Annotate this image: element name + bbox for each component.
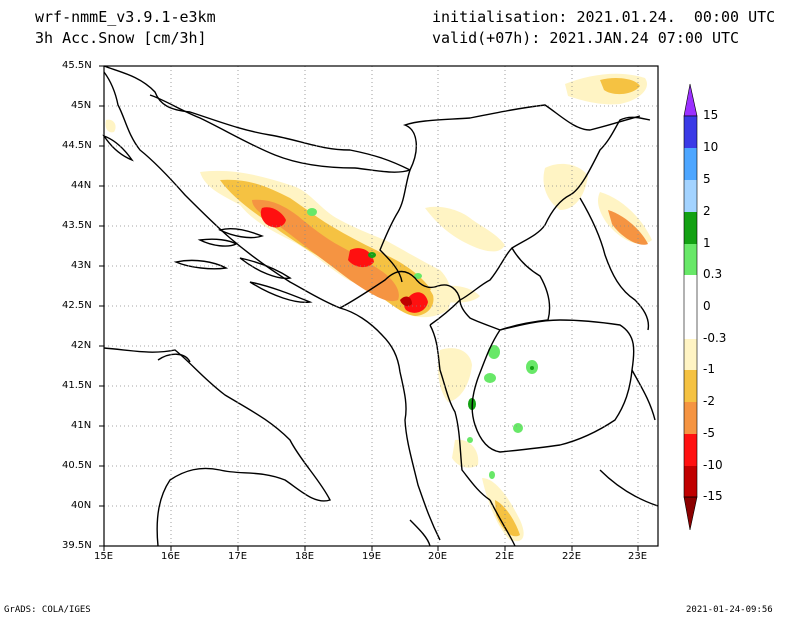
colorbar-label: 2 [703, 204, 711, 218]
colorbar-top-arrow [683, 83, 698, 117]
colorbar-seg-m15-m10 [684, 466, 697, 497]
lon-label: 16E [161, 551, 181, 562]
footer-credit: GrADS: COLA/IGES [4, 605, 91, 615]
init-time: initialisation: 2021.01.24. 00:00 UTC [432, 8, 776, 26]
lon-label: 22E [562, 551, 582, 562]
colorbar-seg-m10-m5 [684, 434, 697, 466]
colorbar-seg-m03-0 [684, 307, 697, 339]
lat-label: 42.5N [62, 300, 92, 311]
lat-label: 44.5N [62, 140, 92, 151]
footer-timestamp: 2021-01-24-09:56 [686, 605, 773, 615]
lon-label: 19E [362, 551, 382, 562]
ticks [99, 65, 639, 551]
lon-label: 15E [94, 551, 114, 562]
colorbar-label: 0 [703, 299, 711, 313]
lat-label: 44N [71, 180, 92, 191]
lat-label: 42N [71, 340, 92, 351]
lat-label: 45N [71, 100, 92, 111]
lat-label: 39.5N [62, 540, 92, 551]
lat-label: 43.5N [62, 220, 92, 231]
colorbar-seg-1-2 [684, 212, 697, 244]
lat-label: 40.5N [62, 460, 92, 471]
lon-label: 17E [228, 551, 248, 562]
lat-label: 43N [71, 260, 92, 271]
colorbar-seg-10-15 [684, 116, 697, 148]
variable-title: 3h Acc.Snow [cm/3h] [35, 29, 207, 47]
lon-label: 21E [495, 551, 515, 562]
colorbar-label: 0.3 [703, 267, 723, 281]
colorbar-label: 5 [703, 172, 711, 186]
lat-label: 41N [71, 420, 92, 431]
borders [102, 65, 659, 547]
colorbar-label: 10 [703, 140, 719, 154]
colorbar-label: -2 [703, 394, 715, 408]
grid [104, 66, 658, 546]
colorbar-label: -5 [703, 426, 715, 440]
snow-field [105, 73, 652, 542]
colorbar-label: -1 [703, 362, 715, 376]
lat-label: 41.5N [62, 380, 92, 391]
colorbar-label: 1 [703, 236, 711, 250]
colorbar-seg-m1-m03 [684, 339, 697, 370]
colorbar-seg-5-10 [684, 148, 697, 180]
lon-label: 20E [428, 551, 448, 562]
valid-time: valid(+07h): 2021.JAN.24 07:00 UTC [432, 29, 740, 47]
colorbar-label: 15 [703, 108, 719, 122]
colorbar-bottom-arrow [683, 496, 698, 531]
model-title: wrf-nmmE_v3.9.1-e3km [35, 8, 216, 26]
colorbar-label: -15 [703, 489, 723, 503]
colorbar-label: -10 [703, 458, 723, 472]
colorbar-seg-03-1 [684, 244, 697, 275]
colorbar-seg-m2-m1 [684, 370, 697, 402]
colorbar-seg-m5-m2 [684, 402, 697, 434]
colorbar-label: -0.3 [703, 331, 727, 345]
colorbar-seg-0-03 [684, 275, 697, 307]
lat-label: 40N [71, 500, 92, 511]
lat-label: 45.5N [62, 60, 92, 71]
colorbar-seg-2-5 [684, 180, 697, 212]
colorbar [683, 83, 698, 531]
lon-label: 18E [295, 551, 315, 562]
lon-label: 23E [628, 551, 648, 562]
